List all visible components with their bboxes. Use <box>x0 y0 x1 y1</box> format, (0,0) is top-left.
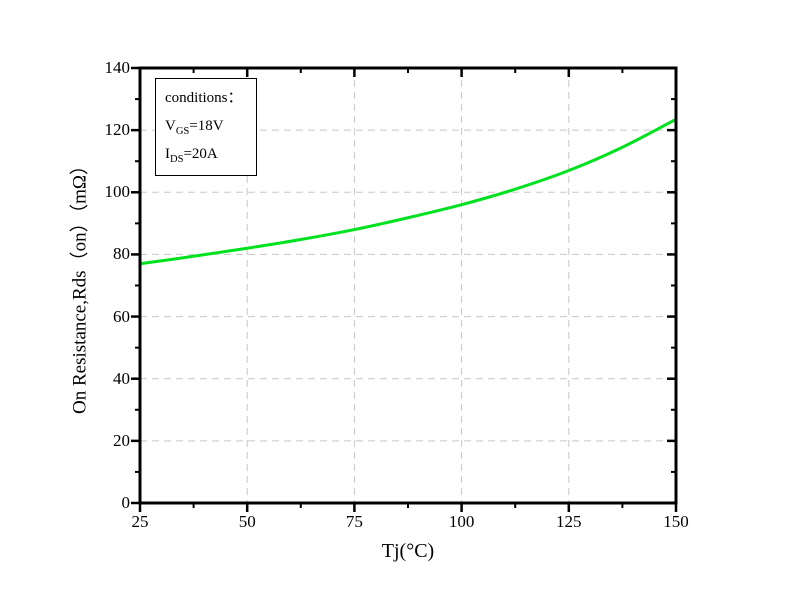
data-series-line <box>138 117 678 266</box>
y-tick-label: 140 <box>104 58 131 77</box>
condition-ids-symbol: I <box>165 146 170 162</box>
conditions-title: conditions： <box>165 90 243 106</box>
plot-border <box>138 66 678 505</box>
condition-ids: IDS=20A <box>165 140 247 168</box>
condition-vgs-symbol: V <box>165 118 176 134</box>
x-tick-label: 50 <box>238 512 256 531</box>
y-tick-label: 100 <box>104 182 131 202</box>
x-tick-label: 25 <box>131 512 149 531</box>
condition-vgs: VGS=18V <box>165 112 247 140</box>
x-tick-label: 100 <box>448 512 475 531</box>
x-tick-label: 125 <box>556 512 582 531</box>
x-tick-label: 150 <box>663 512 689 531</box>
y-tick-label: 0 <box>121 493 131 512</box>
gridlines <box>140 68 676 503</box>
y-tick-label: 40 <box>113 368 130 388</box>
y-tick-label: 20 <box>113 430 130 450</box>
y-axis-title: On Resistance,Rds（on）（mΩ） <box>69 156 91 414</box>
y-tick-label: 120 <box>104 120 131 140</box>
y-tick-label: 80 <box>113 244 130 264</box>
x-axis-title: Tj(°C) <box>381 540 435 562</box>
condition-vgs-value: =18V <box>189 118 224 134</box>
condition-ids-value: =20A <box>183 146 218 162</box>
x-tick-label: 75 <box>345 512 363 531</box>
condition-ids-subscript: DS <box>170 154 184 165</box>
condition-vgs-subscript: GS <box>175 126 190 137</box>
y-tick-label: 60 <box>113 306 130 326</box>
conditions-box: conditions： VGS=18V IDS=20A <box>155 78 257 176</box>
